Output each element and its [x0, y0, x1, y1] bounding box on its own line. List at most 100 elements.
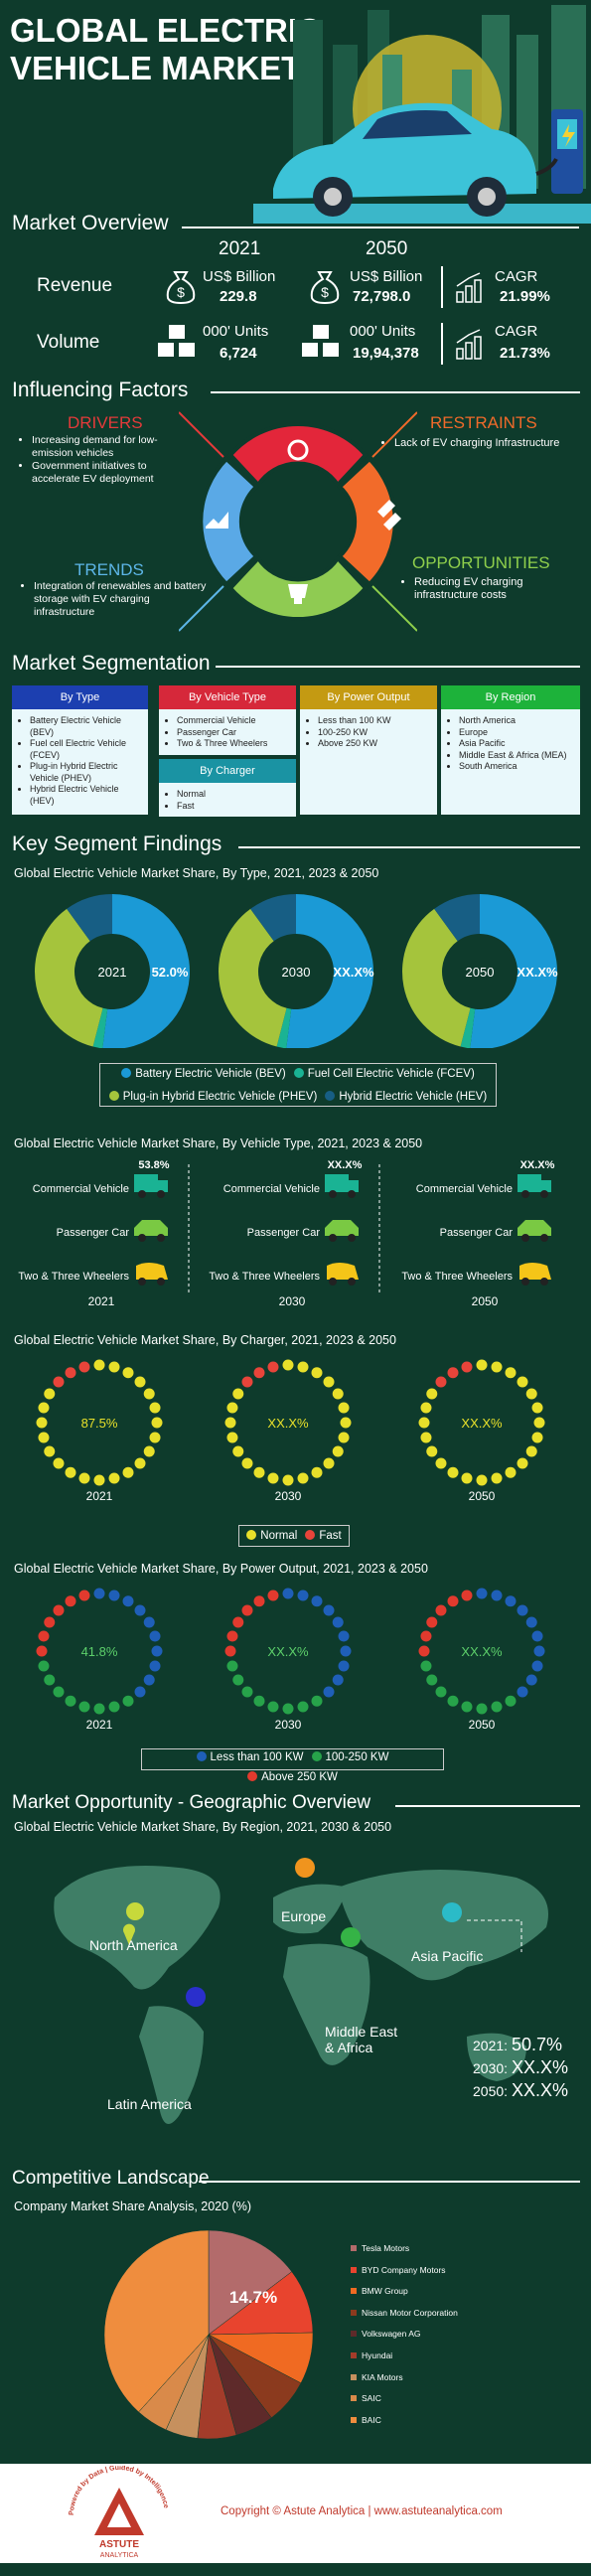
ring-dot — [38, 1630, 49, 1641]
section-divider — [182, 227, 579, 228]
ring-dot — [333, 1389, 344, 1400]
car-icon — [325, 1220, 359, 1236]
ring-dot — [448, 1467, 459, 1478]
ring-dot — [283, 1704, 294, 1715]
map-pin-icon — [126, 1902, 144, 1920]
legend-item: KIA Motors — [351, 2367, 458, 2389]
legend-item: Battery Electric Vehicle (BEV) — [121, 1068, 285, 1080]
legend-swatch — [246, 1530, 256, 1540]
ring-dot — [506, 1467, 517, 1478]
ring-dot — [150, 1630, 161, 1641]
legend-label: BMW Group — [362, 2286, 408, 2296]
legend-swatch — [351, 2288, 357, 2294]
legend-item: Volkswagen AG — [351, 2324, 458, 2346]
ring-dot — [517, 1376, 528, 1387]
ring-dot — [241, 1687, 252, 1698]
truck-cab — [541, 1180, 551, 1192]
car-icon — [517, 1220, 551, 1236]
data-label: XX.X% — [267, 1644, 309, 1659]
truck-cab — [158, 1180, 168, 1192]
ring-dot — [78, 1590, 89, 1600]
ring-dot — [461, 1473, 472, 1484]
segment-by-type: By Type Battery Electric Vehicle (BEV) F… — [12, 685, 148, 815]
category-label: Commercial Vehicle — [223, 1183, 320, 1195]
legend-item: Normal — [246, 1530, 297, 1542]
ring-dot — [135, 1604, 146, 1615]
ring-dot — [341, 1418, 352, 1429]
ring-dot — [339, 1402, 350, 1413]
ring-dot — [324, 1458, 335, 1469]
boxes-icon — [298, 323, 348, 363]
volume-2050: 19,94,378 — [353, 345, 419, 362]
ring-dot — [448, 1367, 459, 1378]
wheel — [540, 1234, 548, 1242]
company-pie-chart: 14.7% — [89, 2210, 348, 2459]
ring-dot — [426, 1675, 437, 1686]
ring-dot — [448, 1595, 459, 1606]
bottom-bar — [0, 2563, 591, 2576]
row-label: Volume — [37, 332, 99, 354]
region-label: Asia Pacific — [411, 1948, 483, 1964]
ring-dot — [94, 1589, 105, 1599]
ring-dot — [38, 1433, 49, 1443]
ring-dot — [298, 1590, 309, 1600]
ring-dot — [123, 1367, 134, 1378]
legend-swatch — [351, 2395, 357, 2401]
wheel — [521, 1278, 529, 1286]
truck-icon — [517, 1174, 541, 1192]
svg-text:$: $ — [321, 284, 329, 300]
legend-swatch — [294, 1068, 304, 1078]
legend-label: SAIC — [362, 2393, 381, 2403]
ring-dot — [532, 1630, 543, 1641]
ring-dot — [109, 1361, 120, 1372]
type-donut-charts: 2021 52.0% 2030 XX.X% 2050 XX.X% — [0, 884, 591, 1048]
vehicle-type-chart: Commercial VehiclePassenger CarTwo & Thr… — [0, 1154, 591, 1313]
ring-dot — [526, 1389, 537, 1400]
donut-center-label: 2030 — [282, 965, 311, 980]
year-label: 2050 — [472, 1294, 499, 1308]
ring-dot — [44, 1617, 55, 1628]
data-label: XX.X% — [517, 965, 558, 980]
ring-dot — [109, 1473, 120, 1484]
drivers-title: DRIVERS — [68, 413, 143, 433]
category-label: Commercial Vehicle — [416, 1183, 513, 1195]
ring-dot — [312, 1467, 323, 1478]
ring-dot — [492, 1702, 503, 1713]
ring-dot — [477, 1589, 488, 1599]
ring-dot — [135, 1687, 146, 1698]
ring-dot — [492, 1590, 503, 1600]
section-divider — [211, 391, 580, 393]
charger-legend: Normal Fast — [238, 1525, 350, 1547]
legend-item: 100-250 KW — [312, 1751, 389, 1763]
segment-header: By Region — [441, 685, 580, 709]
legend-label: Hyundai — [362, 2350, 392, 2360]
list-item: Middle East & Africa (MEA) — [459, 750, 576, 762]
ring-dot — [506, 1595, 517, 1606]
ring-dot — [150, 1402, 161, 1413]
cagr-label: CAGR — [495, 268, 537, 285]
copyright-text[interactable]: Copyright © Astute Analytica | www.astut… — [221, 2505, 503, 2517]
ring-dot — [152, 1418, 163, 1429]
ring-dot — [226, 1630, 237, 1641]
legend-swatch — [197, 1751, 207, 1761]
unit-2021: 000' Units — [203, 323, 268, 340]
ring-dot — [339, 1630, 350, 1641]
legend-item: Nissan Motor Corporation — [351, 2303, 458, 2325]
category-label: Passenger Car — [247, 1227, 321, 1239]
ring-dot — [109, 1702, 120, 1713]
list-item: Above 250 KW — [318, 738, 433, 750]
ring-dot — [532, 1661, 543, 1672]
ring-dot — [420, 1402, 431, 1413]
legend-swatch — [351, 2245, 357, 2251]
year-label: 2021 — [86, 1718, 113, 1732]
geo-stats: 2021: 50.7% 2030: XX.X% 2050: XX.X% — [473, 2034, 568, 2102]
region-label: Middle East — [325, 2024, 397, 2040]
legend-item: Hybrid Electric Vehicle (HEV) — [325, 1091, 487, 1103]
legend-swatch — [351, 2417, 357, 2423]
ring-dot — [267, 1702, 278, 1713]
factors-wheel — [179, 407, 417, 636]
trends-title: TRENDS — [74, 560, 144, 580]
svg-text:$: $ — [177, 284, 185, 300]
rickshaw-icon — [519, 1263, 551, 1280]
list-item: Commercial Vehicle — [177, 715, 292, 727]
